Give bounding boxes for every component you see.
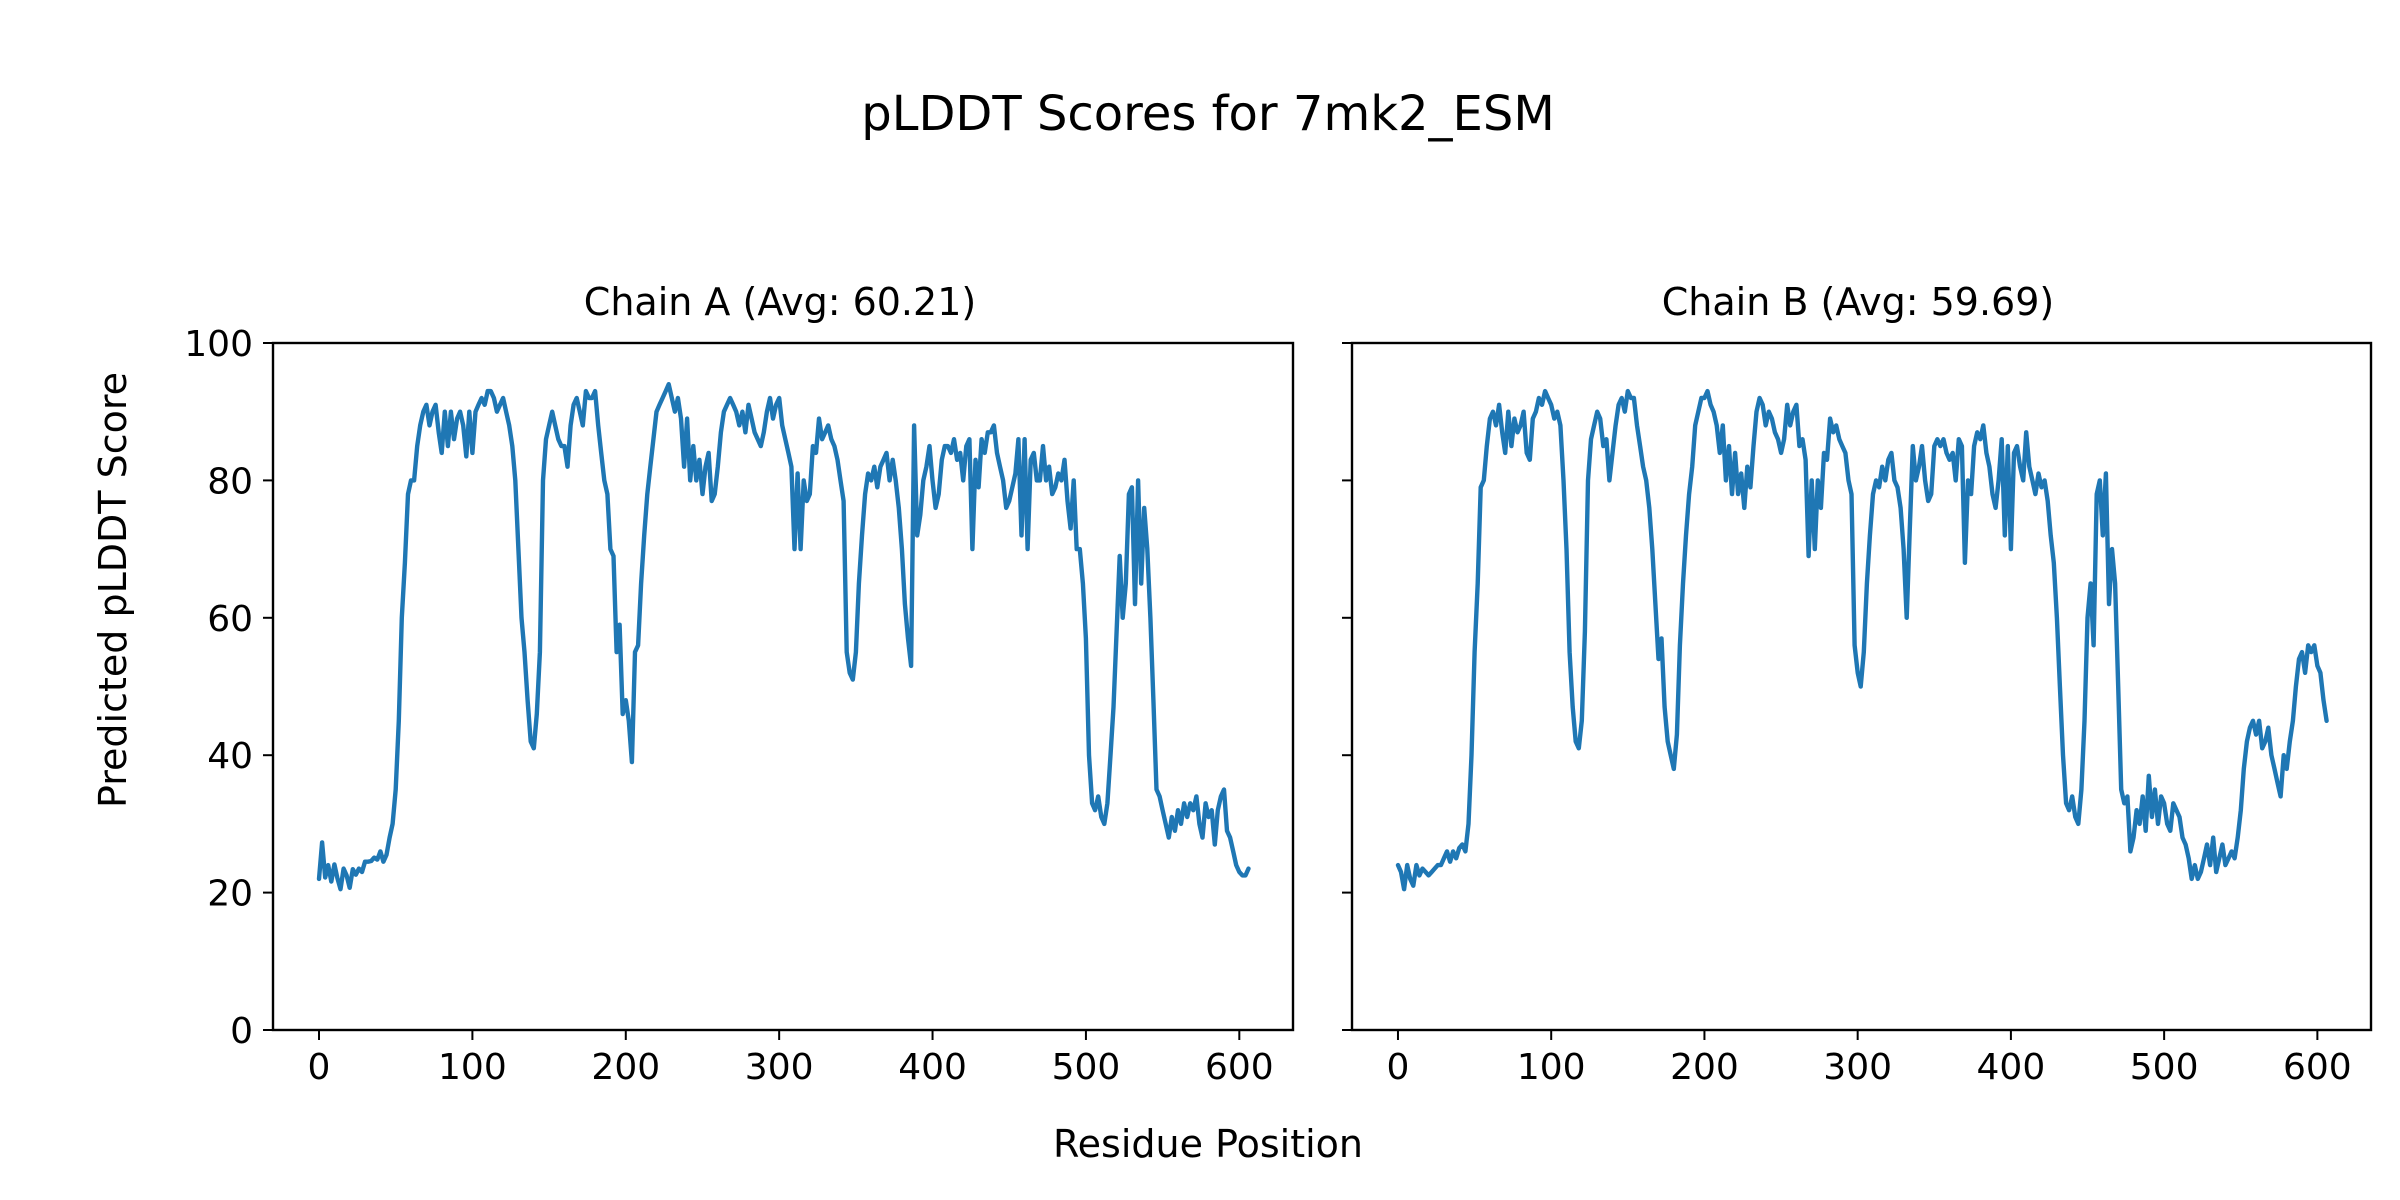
chain-b-panel: Chain B (Avg: 59.69) 0 100 200 300 400 500 600 (1342, 280, 2373, 1088)
chain-a-plot-area: 0 100 200 300 400 500 600 0 20 40 60 80 100 (184, 324, 1295, 1088)
figure-title: pLDDT Scores for 7mk2_ESM (861, 86, 1555, 142)
chain-a-x-tick-label: 400 (898, 1047, 967, 1088)
chain-a-axes-frame (271, 341, 1295, 1032)
chain-a-y-tick-label: 100 (184, 324, 253, 365)
chain-a-x-tick-label: 600 (1205, 1047, 1274, 1088)
chain-b-x-tick-label: 100 (1517, 1047, 1586, 1088)
chain-a-x-tick-label: 200 (591, 1047, 660, 1088)
chain-b-series-line (1395, 388, 2329, 892)
chain-b-x-tick-label: 200 (1670, 1047, 1739, 1088)
chain-b-x-tick-label: 600 (2283, 1047, 2352, 1088)
chain-a-panel: Chain A (Avg: 60.21) 0 100 200 300 400 500 600… (184, 280, 1295, 1088)
chain-a-series-line (316, 382, 1251, 892)
chain-a-title: Chain A (Avg: 60.21) (584, 280, 976, 324)
chain-a-y-tick-label: 0 (230, 1011, 253, 1052)
chain-b-x-tick-label: 500 (2130, 1047, 2199, 1088)
chain-b-x-tick-label: 0 (1387, 1047, 1410, 1088)
chain-a-y-tick-label: 60 (207, 599, 253, 640)
chain-a-x-tick-label: 300 (745, 1047, 814, 1088)
chain-b-x-tick-label: 400 (1977, 1047, 2046, 1088)
y-axis-label: Predicted pLDDT Score (91, 372, 135, 808)
chain-b-plot-area: 0 100 200 300 400 500 600 (1342, 341, 2373, 1088)
chain-a-y-tick-label: 20 (207, 874, 253, 915)
chain-a-y-tick-label: 80 (207, 461, 253, 502)
chain-a-y-tick-label: 40 (207, 736, 253, 777)
chain-a-x-tick-label: 500 (1052, 1047, 1121, 1088)
chain-a-x-tick-label: 0 (308, 1047, 331, 1088)
x-axis-label: Residue Position (1053, 1122, 1363, 1166)
chain-b-x-tick-label: 300 (1823, 1047, 1892, 1088)
chain-a-x-tick-label: 100 (438, 1047, 507, 1088)
chain-b-axes-frame (1350, 341, 2373, 1032)
chain-b-title: Chain B (Avg: 59.69) (1662, 280, 2054, 324)
